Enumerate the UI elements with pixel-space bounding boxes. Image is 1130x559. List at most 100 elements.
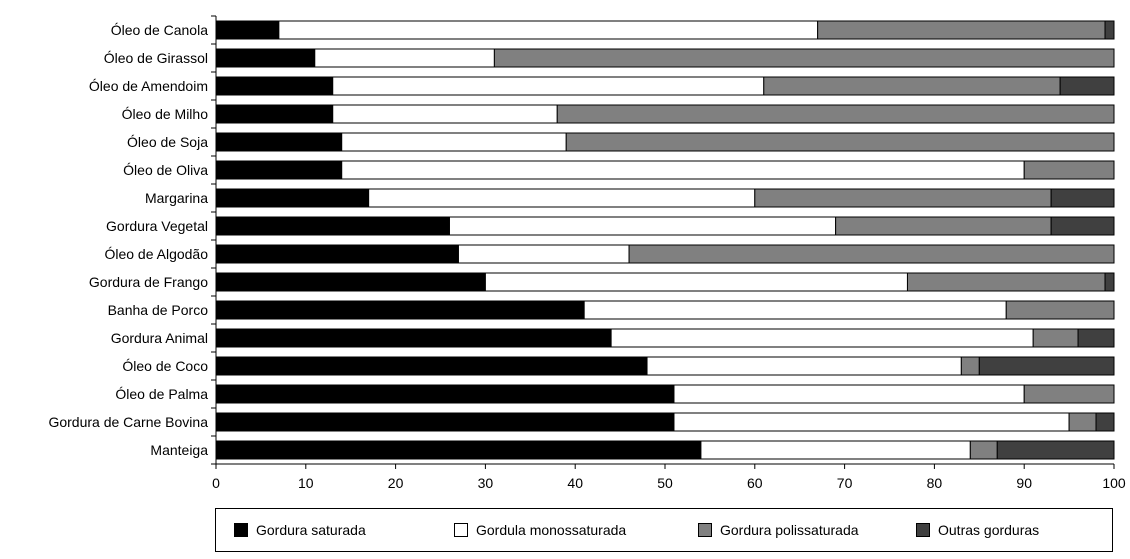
bar-segment [215,76,334,96]
stacked-bar-chart: Óleo de Canola Óleo de Girassol Óleo de Am… [48,15,1126,491]
legend-item: Gordula monossaturada [454,509,626,551]
bar-segment [215,440,702,460]
bar-segment [215,188,370,208]
bar-segment [1005,300,1115,320]
x-tick-label: 10 [298,475,314,491]
legend-item: Outras gorduras [916,509,1039,551]
bar-segment [673,412,1070,432]
category-label: Óleo de Algodão [104,246,208,262]
legend-swatch [698,523,712,537]
legend-swatch [234,523,248,537]
bar-segment [1104,20,1115,40]
labels-layer: Óleo de Canola Óleo de Girassol Óleo de Am… [48,22,1125,491]
x-tick-label: 50 [657,475,673,491]
bar-segment [610,328,1034,348]
bar-segment [215,244,459,264]
bar-segment [996,440,1115,460]
legend-item: Gordura polissaturada [698,509,859,551]
legend-label: Gordura saturada [256,522,366,538]
bar-segment [215,384,675,404]
bar-segment [314,48,495,68]
bar-segment [1050,188,1115,208]
legend-label: Gordula monossaturada [476,522,627,538]
bar-segment [1050,216,1115,236]
bar-segment [457,244,630,264]
bar-segment [215,48,316,68]
bar-segment [1059,76,1115,96]
bar-segment [332,76,765,96]
category-label: Gordura de Carne Bovina [48,414,208,430]
bar-segment [332,104,558,124]
bar-segment [493,48,1115,68]
category-label: Margarina [145,190,208,206]
bar-segment [215,216,450,236]
chart-legend: Gordura saturada Gordula monossaturada Gor… [215,508,1113,552]
bar-segment [565,132,1115,152]
bar-segment [978,356,1115,376]
bar-segment [754,188,1052,208]
category-label: Óleo de Oliva [123,162,208,178]
x-tick-label: 90 [1016,475,1032,491]
bar-segment [215,412,675,432]
legend-item: Gordura saturada [234,509,366,551]
category-label: Óleo de Amendoim [89,78,208,94]
legend-label: Outras gorduras [938,522,1040,538]
bar-segment [215,20,280,40]
bar-segment [215,160,343,180]
bar-segment [1077,328,1115,348]
bar-segment [969,440,998,460]
x-tick-label: 80 [927,475,943,491]
bar-segment [341,160,1025,180]
category-label: Óleo de Soja [127,134,208,150]
bar-segment [763,76,1061,96]
category-label: Gordura Animal [111,330,208,346]
x-tick-label: 70 [837,475,853,491]
bars-layer [215,20,1115,460]
bar-segment [673,384,1025,404]
bar-segment [628,244,1115,264]
bar-segment [215,300,585,320]
bar-segment [1104,272,1115,292]
x-tick-label: 40 [567,475,583,491]
x-tick-label: 20 [388,475,404,491]
bar-segment [368,188,756,208]
category-label: Banha de Porco [108,302,209,318]
bar-segment [215,272,486,292]
legend-label: Gordura polissaturada [720,522,859,538]
category-label: Óleo de Milho [122,106,209,122]
bar-segment [1068,412,1097,432]
bar-segment [960,356,980,376]
bar-segment [1023,384,1115,404]
bar-segment [583,300,1007,320]
category-label: Gordura de Frango [89,274,208,290]
x-tick-label: 100 [1102,475,1126,491]
bar-segment [448,216,837,236]
bar-segment [906,272,1106,292]
x-tick-label: 60 [747,475,763,491]
bar-segment [1095,412,1115,432]
bar-segment [215,356,648,376]
bar-segment [215,104,334,124]
bar-segment [817,20,1106,40]
category-label: Gordura Vegetal [106,218,208,234]
bar-segment [215,328,612,348]
bar-segment [1023,160,1115,180]
x-tick-label: 30 [478,475,494,491]
bar-segment [484,272,908,292]
chart-area: Óleo de Canola Óleo de Girassol Óleo de Am… [48,15,1126,491]
bar-segment [341,132,567,152]
bar-segment [835,216,1052,236]
category-label: Óleo de Girassol [104,50,208,66]
bar-segment [646,356,962,376]
bar-segment [556,104,1115,124]
category-label: Manteiga [150,442,208,458]
category-label: Óleo de Canola [111,22,209,38]
bar-segment [278,20,819,40]
x-tick-label: 0 [212,475,220,491]
legend-swatch [916,523,930,537]
bar-segment [215,132,343,152]
axis-layer [211,15,1115,469]
category-label: Óleo de Palma [115,386,208,402]
category-label: Óleo de Coco [122,358,208,374]
bar-segment [1032,328,1079,348]
